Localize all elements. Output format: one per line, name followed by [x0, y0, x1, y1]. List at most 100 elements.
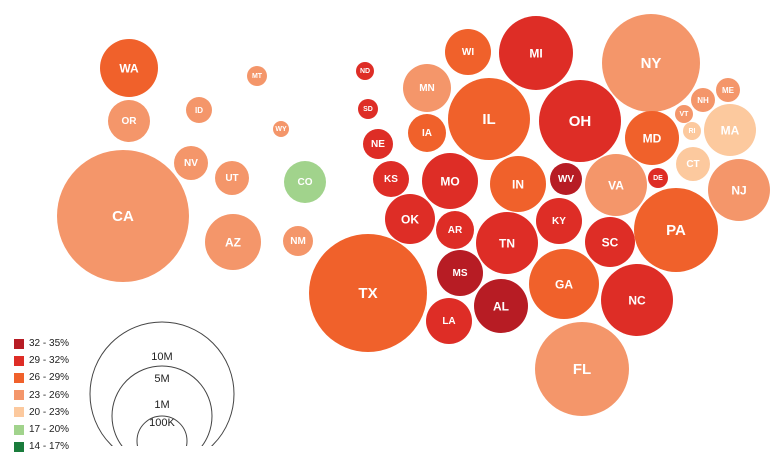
state-label: AL	[493, 300, 509, 314]
state-circle[interactable]	[539, 80, 621, 162]
state-bubble-id[interactable]: ID	[186, 97, 212, 123]
state-bubble-ut[interactable]: UT	[215, 161, 249, 195]
state-bubble-nh[interactable]: NH	[691, 88, 715, 112]
state-circle[interactable]	[309, 234, 427, 352]
state-circle[interactable]	[437, 250, 483, 296]
state-bubble-mo[interactable]: MO	[422, 153, 478, 209]
state-circle[interactable]	[634, 188, 718, 272]
state-bubble-ny[interactable]: NY	[602, 14, 700, 112]
state-bubble-md[interactable]: MD	[625, 111, 679, 165]
state-circle[interactable]	[536, 198, 582, 244]
state-bubble-tx[interactable]: TX	[309, 234, 427, 352]
state-bubble-ok[interactable]: OK	[385, 194, 435, 244]
state-circle[interactable]	[358, 99, 378, 119]
state-circle[interactable]	[403, 64, 451, 112]
state-circle[interactable]	[363, 129, 393, 159]
state-bubble-nd[interactable]: ND	[356, 62, 374, 80]
state-circle[interactable]	[675, 105, 693, 123]
state-bubble-nc[interactable]: NC	[601, 264, 673, 336]
state-circle[interactable]	[373, 161, 409, 197]
state-circle[interactable]	[186, 97, 212, 123]
state-bubble-ks[interactable]: KS	[373, 161, 409, 197]
state-bubble-mt[interactable]: MT	[247, 66, 267, 86]
state-bubble-nv[interactable]: NV	[174, 146, 208, 180]
state-circle[interactable]	[436, 211, 474, 249]
state-circle[interactable]	[602, 14, 700, 112]
state-circle[interactable]	[585, 217, 635, 267]
state-circle[interactable]	[57, 150, 189, 282]
state-circle[interactable]	[535, 322, 629, 416]
state-circle[interactable]	[490, 156, 546, 212]
state-bubble-tn[interactable]: TN	[476, 212, 538, 274]
state-circle[interactable]	[385, 194, 435, 244]
state-bubble-wv[interactable]: WV	[550, 163, 582, 195]
state-circle[interactable]	[356, 62, 374, 80]
state-bubble-wi[interactable]: WI	[445, 29, 491, 75]
state-circle[interactable]	[648, 168, 668, 188]
state-circle[interactable]	[529, 249, 599, 319]
state-circle[interactable]	[247, 66, 267, 86]
state-bubble-vt[interactable]: VT	[675, 105, 693, 123]
state-bubble-ma[interactable]: MA	[704, 104, 756, 156]
state-bubble-ky[interactable]: KY	[536, 198, 582, 244]
legend-item: 23 - 26%	[14, 387, 69, 404]
state-circle[interactable]	[476, 212, 538, 274]
state-circle[interactable]	[273, 121, 289, 137]
state-circle[interactable]	[691, 88, 715, 112]
state-circle[interactable]	[708, 159, 770, 221]
state-bubble-ia[interactable]: IA	[408, 114, 446, 152]
state-circle[interactable]	[445, 29, 491, 75]
state-bubble-sc[interactable]: SC	[585, 217, 635, 267]
state-bubble-va[interactable]: VA	[585, 154, 647, 216]
state-bubble-de[interactable]: DE	[648, 168, 668, 188]
state-circle[interactable]	[100, 39, 158, 97]
state-bubble-ca[interactable]: CA	[57, 150, 189, 282]
state-bubble-ri[interactable]: RI	[683, 122, 701, 140]
state-bubble-co[interactable]: CO	[284, 161, 326, 203]
state-bubble-la[interactable]: LA	[426, 298, 472, 344]
state-circle[interactable]	[676, 147, 710, 181]
state-bubble-al[interactable]: AL	[474, 279, 528, 333]
state-bubble-ct[interactable]: CT	[676, 147, 710, 181]
state-bubble-mi[interactable]: MI	[499, 16, 573, 90]
state-circle[interactable]	[499, 16, 573, 90]
state-circle[interactable]	[284, 161, 326, 203]
state-bubble-il[interactable]: IL	[448, 78, 530, 160]
state-circle[interactable]	[585, 154, 647, 216]
state-bubble-ne[interactable]: NE	[363, 129, 393, 159]
state-circle[interactable]	[448, 78, 530, 160]
state-bubble-in[interactable]: IN	[490, 156, 546, 212]
state-bubble-nm[interactable]: NM	[283, 226, 313, 256]
state-circle[interactable]	[474, 279, 528, 333]
state-bubble-ms[interactable]: MS	[437, 250, 483, 296]
state-circle[interactable]	[601, 264, 673, 336]
state-bubble-wy[interactable]: WY	[273, 121, 289, 137]
state-bubble-me[interactable]: ME	[716, 78, 740, 102]
state-bubble-ar[interactable]: AR	[436, 211, 474, 249]
state-bubble-pa[interactable]: PA	[634, 188, 718, 272]
state-circle[interactable]	[205, 214, 261, 270]
state-circle[interactable]	[716, 78, 740, 102]
state-bubble-or[interactable]: OR	[108, 100, 150, 142]
state-bubble-oh[interactable]: OH	[539, 80, 621, 162]
state-label: MT	[252, 73, 263, 80]
state-circle[interactable]	[408, 114, 446, 152]
state-label: CO	[298, 177, 313, 188]
state-circle[interactable]	[426, 298, 472, 344]
state-bubble-mn[interactable]: MN	[403, 64, 451, 112]
state-bubble-ga[interactable]: GA	[529, 249, 599, 319]
state-circle[interactable]	[174, 146, 208, 180]
state-circle[interactable]	[550, 163, 582, 195]
state-circle[interactable]	[683, 122, 701, 140]
state-circle[interactable]	[422, 153, 478, 209]
state-circle[interactable]	[283, 226, 313, 256]
state-bubble-wa[interactable]: WA	[100, 39, 158, 97]
state-circle[interactable]	[625, 111, 679, 165]
state-bubble-nj[interactable]: NJ	[708, 159, 770, 221]
state-circle[interactable]	[215, 161, 249, 195]
state-circle[interactable]	[108, 100, 150, 142]
state-bubble-fl[interactable]: FL	[535, 322, 629, 416]
state-circle[interactable]	[704, 104, 756, 156]
state-bubble-az[interactable]: AZ	[205, 214, 261, 270]
state-bubble-sd[interactable]: SD	[358, 99, 378, 119]
